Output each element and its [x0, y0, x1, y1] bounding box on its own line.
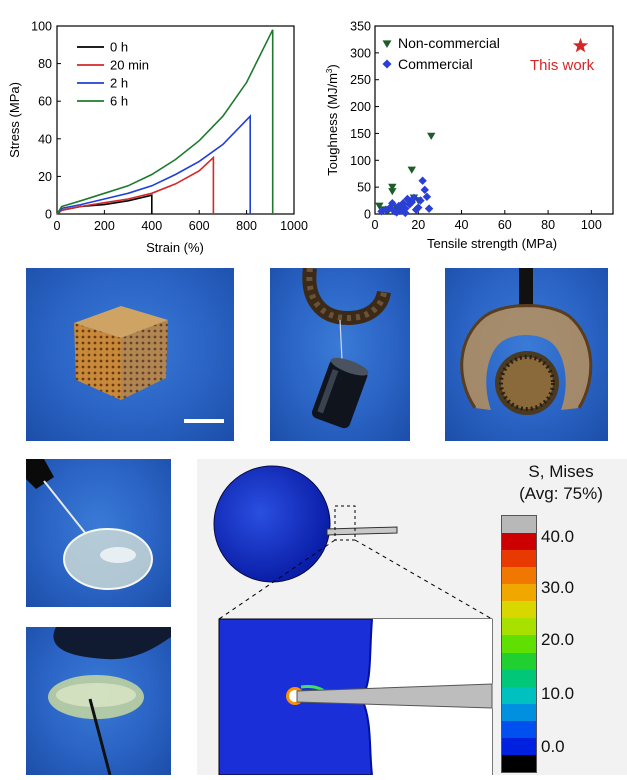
stress-strain-xtick: 0: [54, 219, 61, 233]
mises-label-3: 10.0: [541, 684, 575, 703]
stress-strain-ytick: 20: [38, 170, 52, 184]
stress-strain-series-2: [56, 114, 251, 215]
mises-color-band: [502, 703, 536, 721]
mises-color-band: [502, 720, 536, 738]
mises-color-band: [502, 567, 536, 585]
gripper-sphere-photo: [445, 268, 608, 441]
stress-strain-ytick: 80: [38, 57, 52, 71]
toughness-ytick: 100: [350, 154, 371, 168]
toughness-point-star: [572, 37, 589, 53]
toughness-point-triangle-down: [375, 202, 384, 210]
legend-label-0: 0 h: [110, 40, 128, 55]
toughness-axes: [374, 25, 614, 215]
mises-label-2: 20.0: [541, 630, 575, 649]
toughness-point-diamond: [416, 196, 425, 205]
legend-marker-commercial: [382, 59, 392, 69]
needle-pierce-photo: [26, 627, 171, 775]
toughness-ytick: 350: [350, 20, 371, 34]
stress-strain-axes: [56, 25, 295, 215]
legend-label-3: 6 h: [110, 94, 128, 109]
toughness-ytick: 0: [364, 208, 371, 222]
toughness-point-triangle-down: [388, 183, 397, 191]
gripper-weight-photo: [270, 268, 410, 441]
toughness-chart: 0 20 40 60 80 100 0 50 100 150 200 250 300 350 Non-c…: [325, 20, 614, 251]
mises-color-band: [502, 584, 536, 602]
toughness-point-diamond: [420, 185, 429, 195]
toughness-xlabel: Tensile strength (MPa): [427, 236, 557, 251]
stress-strain-xtick: 800: [236, 219, 257, 233]
legend-label-1: 20 min: [110, 58, 149, 73]
mises-label-0: 40.0: [541, 527, 575, 546]
toughness-xtick: 100: [581, 218, 602, 232]
toughness-ylabel-main: Toughness (MJ/m: [325, 73, 340, 176]
toughness-xtick: 40: [455, 218, 469, 232]
stress-strain-xtick: 200: [94, 219, 115, 233]
needle-membrane-photo: [26, 459, 171, 607]
mises-legend-title: S, Mises (Avg: 75%): [495, 461, 627, 505]
mises-color-band: [502, 550, 536, 568]
lattice-cube-photo: [26, 268, 234, 441]
mises-color-band: [502, 601, 536, 619]
toughness-point-diamond: [424, 204, 434, 213]
mises-color-bar: [501, 515, 537, 773]
mises-color-band: [502, 669, 536, 687]
toughness-point-diamond: [414, 203, 423, 212]
mises-label-4: 0.0: [541, 737, 565, 756]
stress-strain-ytick: 40: [38, 132, 52, 146]
toughness-point-diamond: [401, 204, 410, 213]
toughness-point-diamond: [388, 199, 397, 208]
toughness-point-diamond: [390, 207, 399, 216]
toughness-ylabel-sup: 3: [325, 68, 334, 73]
legend-label-non-commercial: Non-commercial: [398, 35, 500, 51]
stress-strain-series-1: [56, 155, 215, 215]
toughness-ylabel-close: ): [325, 64, 340, 68]
toughness-point-diamond: [401, 208, 410, 218]
stress-strain-xtick: 400: [141, 219, 162, 233]
mises-legend-title-line1: S, Mises: [528, 462, 594, 481]
stress-strain-ylabel: Stress (MPa): [7, 82, 22, 158]
toughness-point-diamond: [407, 197, 416, 207]
stress-strain-chart: 0 200 400 600 800 1000 0 20 40 60 80 100 0 h 20 min…: [7, 20, 308, 256]
stress-strain-ytick: 60: [38, 95, 52, 109]
toughness-xtick: 20: [411, 218, 425, 232]
toughness-xtick: 0: [372, 218, 379, 232]
fem-sphere: [213, 465, 331, 583]
mises-color-band: [502, 618, 536, 636]
mises-color-band: [502, 652, 536, 670]
toughness-point-diamond: [398, 199, 408, 208]
toughness-point-diamond: [409, 193, 419, 203]
toughness-ytick: 250: [350, 73, 371, 87]
legend-label-2: 2 h: [110, 76, 128, 91]
toughness-point-triangle-down: [427, 132, 436, 140]
stress-strain-xlabel: Strain (%): [146, 240, 204, 255]
toughness-point-triangle-down: [407, 166, 416, 174]
mises-color-band: [502, 737, 536, 755]
toughness-xtick: 60: [498, 218, 512, 232]
toughness-ytick: 50: [357, 181, 371, 195]
toughness-ytick: 150: [350, 127, 371, 141]
stress-strain-xtick: 600: [189, 219, 210, 233]
legend-label-commercial: Commercial: [398, 56, 473, 72]
mises-color-band: [502, 686, 536, 704]
legend-label-this-work: This work: [530, 57, 595, 74]
mises-legend-title-line2: (Avg: 75%): [519, 484, 603, 503]
fem-simulation-panel: S, Mises (Avg: 75%) 40.0 30.0 20.0 10.0 …: [197, 459, 627, 776]
mises-color-band: [502, 533, 536, 551]
mises-color-band: [502, 754, 536, 772]
toughness-point-diamond: [418, 176, 427, 185]
toughness-point-diamond: [422, 192, 432, 202]
toughness-ylabel: Toughness (MJ/m3): [325, 64, 340, 175]
stress-strain-xtick: 1000: [280, 219, 308, 233]
toughness-xtick: 80: [541, 218, 555, 232]
toughness-point-triangle-down: [388, 188, 397, 196]
mises-color-band: [502, 635, 536, 653]
mises-label-1: 30.0: [541, 578, 575, 597]
toughness-ytick: 300: [350, 46, 371, 60]
stress-strain-ytick: 100: [31, 20, 52, 34]
stress-strain-series-3: [56, 29, 274, 215]
stress-strain-ytick: 0: [45, 208, 52, 222]
toughness-ytick: 200: [350, 100, 371, 114]
legend-marker-non-commercial: [382, 40, 392, 49]
mises-color-band: [502, 516, 536, 534]
